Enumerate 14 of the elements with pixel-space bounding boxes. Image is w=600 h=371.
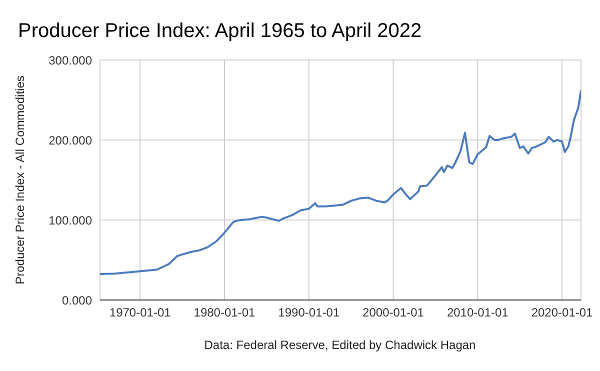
x-tick-label: 2000-01-01 [362, 306, 424, 320]
chart-title: Producer Price Index: April 1965 to April 2022 [18, 20, 422, 43]
y-tick-label: 300.000 [48, 53, 92, 68]
x-tick-label: 2020-01-01 [531, 306, 594, 320]
x-tick-label: 1970-01-01 [109, 306, 172, 320]
x-tick-label: 2010-01-01 [446, 306, 509, 320]
y-tick-label: 100.000 [48, 213, 92, 228]
y-axis-title: Producer Price Index - All Commodities [13, 76, 27, 284]
text: Data: Federal Reserve, Edited by Chadwick Hagan [203, 338, 477, 352]
x-tick-label: 1980-01-01 [194, 306, 256, 320]
line-series [100, 89, 581, 275]
x-tick-label: 1990-01-01 [278, 306, 340, 320]
y-tick-label: 200.000 [48, 133, 92, 148]
y-tick-label: 0.000 [62, 293, 92, 308]
